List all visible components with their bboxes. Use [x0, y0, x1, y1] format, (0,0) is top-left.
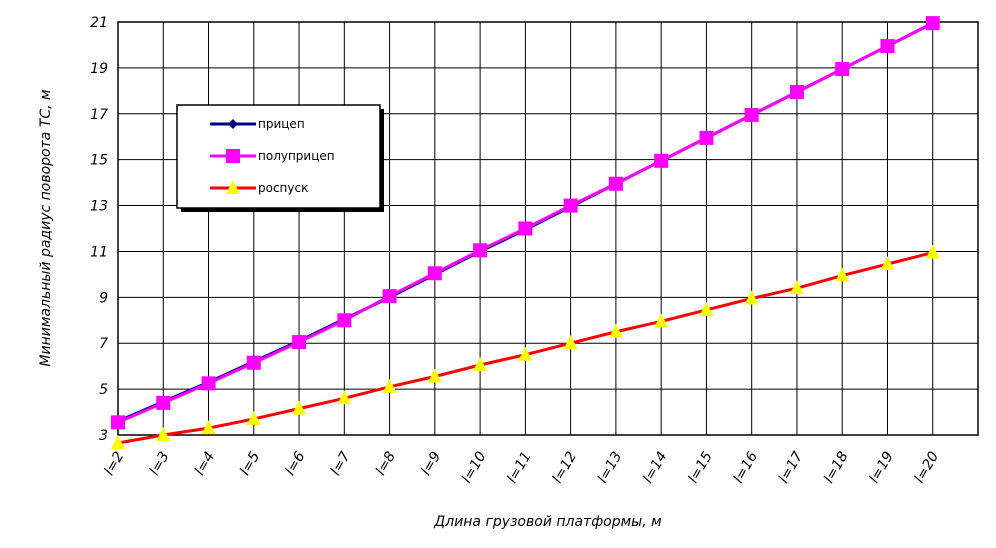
y-axis-label: Минимальный радиус поворота ТС, м — [38, 89, 54, 367]
y-tick-label: 13 — [90, 199, 108, 215]
marker — [156, 395, 171, 410]
marker — [382, 289, 397, 304]
marker — [563, 335, 578, 350]
y-tick-label: 9 — [99, 290, 108, 306]
x-tick-label: l=19 — [866, 449, 897, 486]
marker — [246, 355, 261, 370]
x-tick-label: l=14 — [640, 449, 671, 486]
marker — [156, 427, 171, 441]
y-tick-label: 3 — [99, 428, 108, 444]
marker — [744, 290, 759, 305]
marker — [744, 107, 759, 122]
marker — [201, 376, 216, 391]
marker — [337, 390, 352, 405]
marker — [473, 243, 488, 258]
marker — [699, 301, 714, 316]
marker — [608, 176, 623, 191]
marker — [337, 313, 352, 328]
marker — [880, 39, 895, 54]
x-tick-label: l=11 — [504, 449, 535, 486]
marker — [292, 400, 307, 415]
legend-label: роспуск — [258, 181, 308, 195]
x-tick-label: l=3 — [147, 449, 173, 478]
marker — [518, 221, 533, 236]
x-tick-label: l=18 — [821, 449, 852, 486]
marker — [111, 435, 125, 450]
marker — [427, 368, 442, 383]
legend-label: прицеп — [258, 117, 305, 131]
x-tick-label: l=2 — [101, 449, 127, 478]
marker — [789, 84, 804, 99]
legend-label: полуприцеп — [258, 149, 335, 163]
y-tick-label: 11 — [90, 244, 108, 260]
x-tick-label: l=15 — [685, 449, 716, 486]
x-axis-label: Длина грузовой платформы, м — [433, 514, 662, 530]
marker — [226, 180, 240, 194]
y-tick-label: 7 — [99, 336, 108, 352]
y-tick-label: 19 — [90, 61, 108, 77]
marker — [382, 378, 397, 393]
x-tick-label: l=7 — [328, 449, 354, 478]
marker — [292, 335, 307, 350]
x-tick-label: l=16 — [731, 449, 762, 486]
marker — [518, 346, 533, 361]
x-tick-label: l=6 — [282, 449, 308, 478]
marker — [835, 267, 850, 282]
marker — [226, 149, 240, 163]
marker — [699, 130, 714, 145]
marker — [427, 266, 442, 281]
marker — [925, 244, 940, 259]
x-tick-label: l=8 — [373, 449, 399, 478]
marker — [654, 153, 669, 168]
x-tick-label: l=9 — [418, 449, 444, 478]
x-tick-label: l=4 — [192, 449, 218, 478]
x-tick-label: l=17 — [776, 449, 807, 486]
y-tick-label: 21 — [90, 15, 108, 31]
marker — [654, 313, 669, 328]
y-tick-label: 5 — [99, 382, 108, 398]
x-tick-label: l=13 — [595, 449, 626, 486]
marker — [201, 420, 216, 435]
x-tick-label: l=20 — [912, 449, 943, 486]
marker — [835, 62, 850, 77]
x-tick-label: l=12 — [550, 449, 581, 486]
grid — [117, 21, 979, 436]
series-layer — [111, 16, 940, 450]
y-tick-label: 17 — [90, 107, 108, 123]
marker — [473, 357, 488, 372]
x-tick-label: l=5 — [237, 449, 263, 478]
marker — [228, 119, 238, 129]
marker — [789, 280, 804, 295]
y-tick-label: 15 — [90, 153, 108, 169]
marker — [111, 415, 125, 430]
x-tick-label: l=10 — [459, 449, 490, 486]
marker — [563, 198, 578, 213]
plot-frame — [117, 21, 979, 436]
marker — [246, 410, 261, 425]
marker — [925, 16, 940, 31]
marker — [608, 323, 623, 338]
marker — [880, 256, 895, 271]
